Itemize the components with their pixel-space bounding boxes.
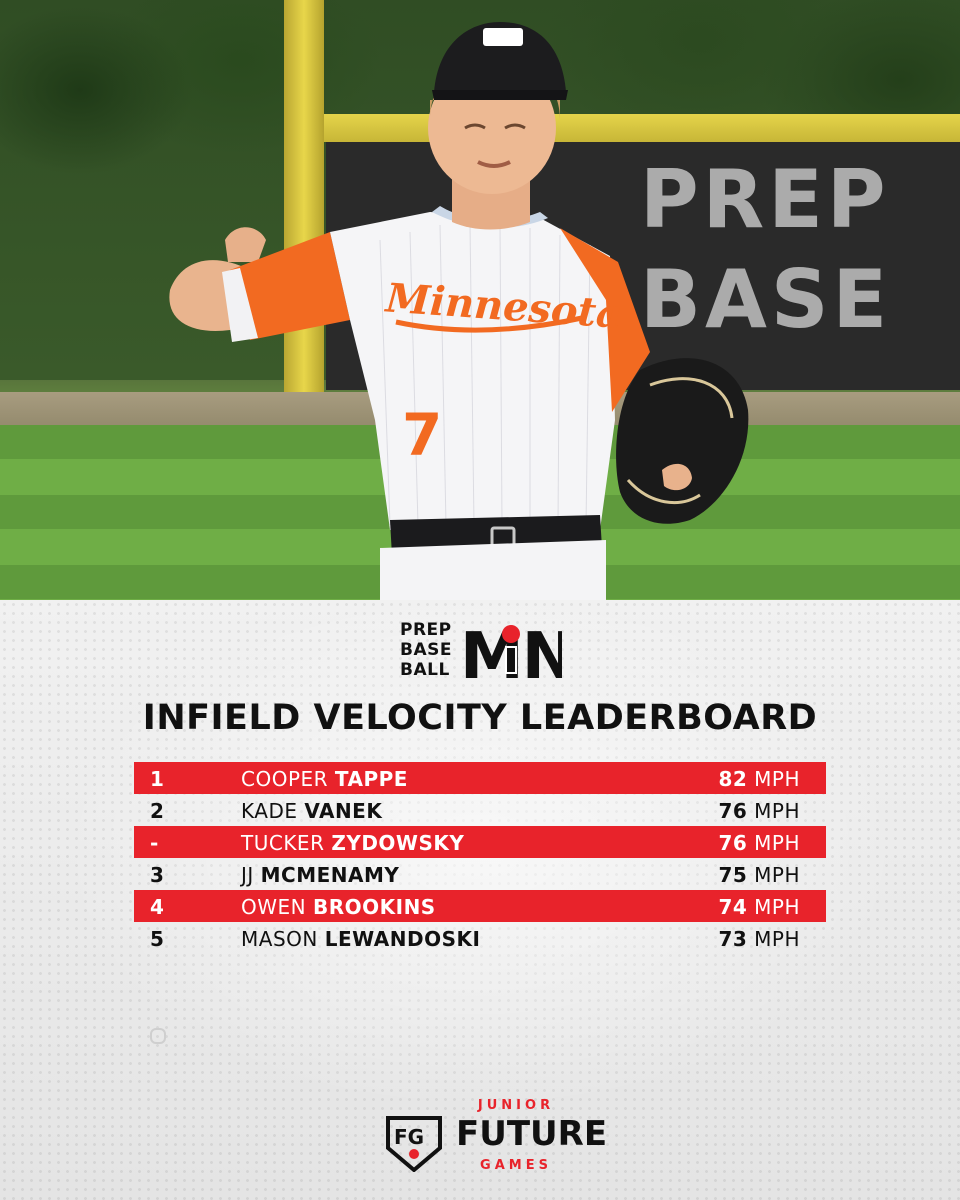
home-plate-icon: FG xyxy=(386,1116,442,1172)
leaderboard-row: 2 KADE VANEK 76 MPH xyxy=(134,794,826,826)
player-name: KADE VANEK xyxy=(241,799,383,823)
player-name: OWEN BROOKINS xyxy=(241,895,436,919)
prep-baseball-mn-logo: PREP BASE BALL MN xyxy=(400,620,562,682)
pbb-wordmark: PREP BASE BALL xyxy=(400,620,452,680)
junior-future-games-logo: FG JUNIOR FUTURE GAMES xyxy=(386,1098,608,1178)
velocity: 75 MPH xyxy=(718,863,800,887)
logo-junior-text: JUNIOR xyxy=(477,1098,555,1113)
leaderboard-row: - TUCKER ZYDOWSKY 76 MPH xyxy=(134,826,826,858)
player-name: MASON LEWANDOSKI xyxy=(241,927,481,951)
player-figure: Minnesota 7 xyxy=(169,22,749,600)
rank: 3 xyxy=(150,863,164,887)
rank: - xyxy=(150,831,159,855)
rank: 4 xyxy=(150,895,164,919)
velocity: 76 MPH xyxy=(718,799,800,823)
logo-games-text: GAMES xyxy=(480,1158,552,1173)
wall-lettering: PREP BASE xyxy=(640,153,892,346)
velocity: 73 MPH xyxy=(718,927,800,951)
player-name: JJ MCMENAMY xyxy=(241,863,400,887)
leaderboard-row: 4 OWEN BROOKINS 74 MPH xyxy=(134,890,826,922)
leaderboard-row: 3 JJ MCMENAMY 75 MPH xyxy=(134,858,826,890)
rank: 1 xyxy=(150,767,164,791)
velocity: 82 MPH xyxy=(718,767,800,791)
leaderboard-table: 1 COOPER TAPPE 82 MPH 2 KADE VANEK 76 MP… xyxy=(134,762,826,954)
rank: 2 xyxy=(150,799,164,823)
player-photo: PREP BASE xyxy=(0,0,960,600)
leaderboard-row: 5 MASON LEWANDOSKI 73 MPH xyxy=(134,922,826,954)
jersey-number: 7 xyxy=(402,401,442,469)
velocity: 74 MPH xyxy=(718,895,800,919)
leaderboard-row: 1 COOPER TAPPE 82 MPH xyxy=(134,762,826,794)
logo-future-text: FUTURE xyxy=(456,1114,608,1154)
svg-text:FG: FG xyxy=(394,1125,424,1149)
decorative-dot xyxy=(150,1028,166,1044)
leaderboard-title: INFIELD VELOCITY LEADERBOARD xyxy=(142,698,818,738)
mn-mark: MN xyxy=(460,620,562,682)
rank: 5 xyxy=(150,927,164,951)
velocity: 76 MPH xyxy=(718,831,800,855)
player-name: TUCKER ZYDOWSKY xyxy=(241,831,465,855)
player-name: COOPER TAPPE xyxy=(241,767,408,791)
